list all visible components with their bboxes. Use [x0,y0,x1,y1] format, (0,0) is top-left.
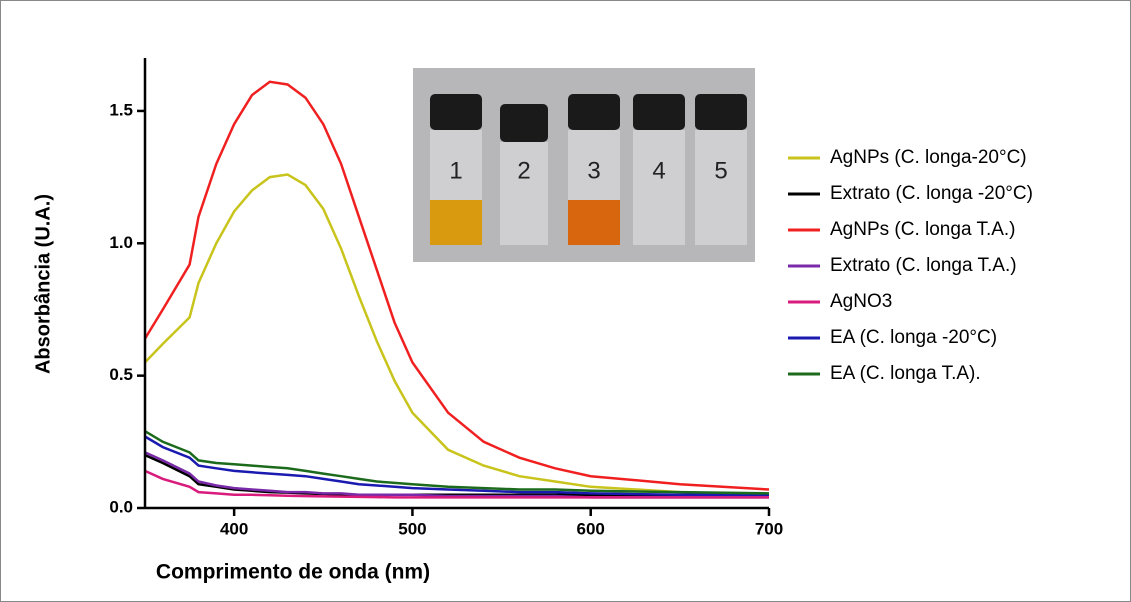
x-tick-label: 500 [398,519,426,538]
legend-label: Extrato (C. longa T.A.) [830,255,1017,276]
y-tick-label: 1.5 [109,100,133,119]
data-line [144,435,769,497]
data-line [144,453,769,497]
x-axis-label: Comprimento de onda (nm) [156,561,430,584]
inset-label: 5 [714,157,727,184]
inset-label: 2 [517,157,530,184]
inset-photo [413,68,755,262]
data-line [143,80,770,491]
x-tick-label: 400 [220,519,248,538]
inset-label: 1 [449,157,462,184]
legend-label: EA (C. longa T.A). [830,363,981,384]
data-line [144,469,769,499]
x-tick-label: 600 [577,519,605,538]
data-line [144,173,770,497]
legend-label: EA (C. longa -20°C) [830,327,997,348]
legend-label: AgNO3 [830,291,892,312]
legend-label: AgNPs (C. longa T.A.) [830,219,1016,240]
legend-label: AgNPs (C. longa-20°C) [830,147,1027,168]
data-line [144,451,769,499]
inset-label: 4 [652,157,665,184]
x-tick-label: 700 [755,519,783,538]
y-tick-label: 0.0 [109,497,133,516]
data-line [144,430,770,495]
y-axis-label: Absorbância (U.A.) [32,194,54,374]
legend-label: Extrato (C. longa -20°C) [830,183,1033,204]
y-tick-label: 0.5 [109,365,133,384]
y-tick-label: 1.0 [109,233,133,252]
inset-label: 3 [587,157,600,184]
